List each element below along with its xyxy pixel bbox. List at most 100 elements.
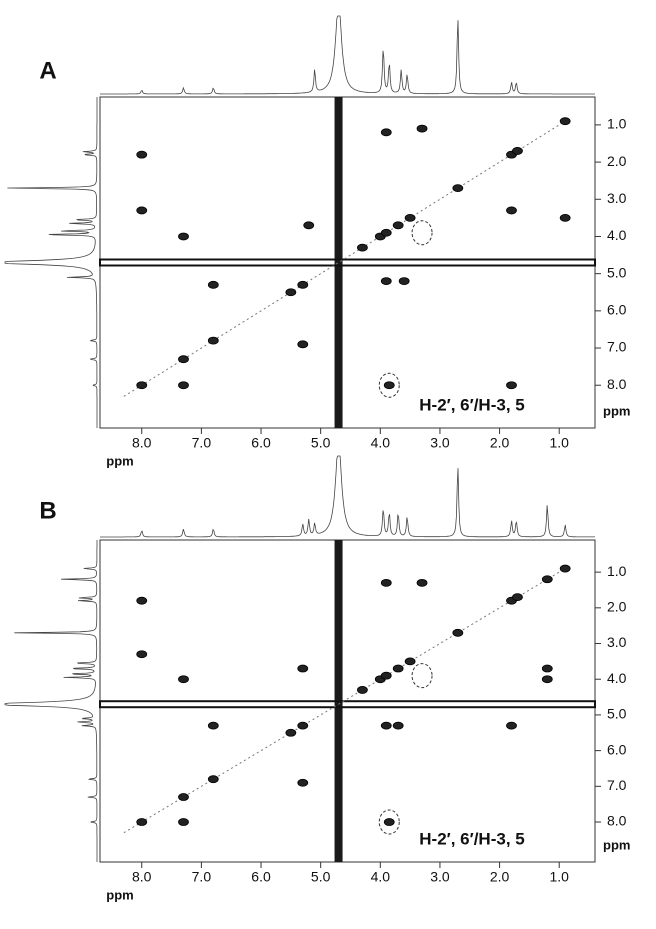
cross-peak: [178, 381, 189, 390]
highlight-circle: [411, 220, 433, 246]
cross-peak: [357, 243, 368, 252]
y-tick-label: 4.0: [607, 670, 627, 686]
cross-peak: [404, 657, 416, 666]
x-tick-label: 2.0: [490, 435, 510, 451]
cross-peak: [559, 213, 571, 222]
cross-peak: [506, 206, 517, 215]
cross-peak: [416, 124, 428, 133]
cross-peak: [380, 671, 392, 680]
plot-frame: [99, 96, 596, 429]
cross-peak: [541, 664, 553, 673]
x-tick-label: 1.0: [549, 869, 569, 885]
y-tick-label: 3.0: [607, 190, 627, 206]
y-tick-label: 7.0: [607, 777, 627, 793]
y-axis-label: ppm: [603, 403, 630, 418]
y-tick-label: 8.0: [607, 813, 627, 829]
cross-peak: [380, 721, 392, 730]
y-tick-label: 8.0: [607, 376, 627, 392]
annotation: H-2′, 6′/H-3, 5: [419, 395, 524, 414]
y-tick-label: 1.0: [607, 563, 627, 579]
cross-peak: [380, 277, 392, 285]
cross-peak: [297, 280, 309, 289]
annotation: H-2′, 6′/H-3, 5: [419, 829, 524, 848]
projection-top: [100, 15, 595, 95]
diagonal: [123, 118, 569, 397]
cross-peak: [541, 575, 553, 584]
cross-peak: [392, 721, 404, 730]
cross-peak: [207, 280, 219, 289]
x-tick-label: 6.0: [251, 869, 271, 885]
x-tick-label: 1.0: [549, 435, 569, 451]
cross-peak: [207, 721, 219, 730]
cross-peak: [541, 675, 553, 684]
cross-peak: [452, 184, 464, 193]
cross-peak: [136, 596, 148, 605]
y-tick-label: 6.0: [607, 302, 627, 318]
x-tick-label: 6.0: [251, 435, 271, 451]
x-tick-label: 7.0: [192, 869, 212, 885]
y-tick-label: 6.0: [607, 741, 627, 757]
y-tick-label: 5.0: [607, 264, 627, 280]
cross-peak: [207, 336, 219, 345]
cross-peak: [285, 288, 297, 297]
cross-peak: [303, 221, 315, 230]
cross-peak: [380, 128, 392, 137]
highlight-circle: [378, 809, 400, 835]
cross-peak: [398, 277, 410, 285]
projection-top: [100, 455, 595, 538]
cross-peak: [136, 818, 148, 826]
cross-peak: [512, 593, 523, 602]
x-axis-label: ppm: [106, 453, 133, 468]
x-tick-label: 8.0: [132, 435, 152, 451]
x-tick-label: 4.0: [371, 869, 391, 885]
y-axis-label: ppm: [603, 837, 630, 852]
solvent-stripe-h: [99, 258, 596, 267]
y-tick-label: 2.0: [607, 599, 627, 615]
cross-peak: [380, 228, 392, 237]
cross-peak: [452, 628, 464, 637]
cross-peak: [392, 221, 404, 230]
cross-peak: [559, 117, 571, 126]
cross-peak: [380, 578, 392, 587]
cross-peak: [512, 147, 523, 155]
solvent-stripe-v: [334, 97, 343, 428]
x-tick-label: 4.0: [371, 435, 391, 451]
solvent-stripe-h: [99, 700, 596, 709]
x-tick-label: 2.0: [490, 869, 510, 885]
cross-peak: [178, 355, 189, 364]
panel-label: B: [39, 497, 56, 524]
diagonal: [123, 566, 569, 834]
cross-peak: [297, 778, 309, 787]
cross-peak: [297, 664, 309, 673]
cross-peak: [136, 381, 148, 390]
x-tick-label: 8.0: [132, 869, 152, 885]
cross-peak: [383, 381, 395, 390]
y-tick-label: 7.0: [607, 339, 627, 355]
cross-peak: [357, 686, 368, 694]
x-tick-label: 7.0: [192, 435, 212, 451]
y-tick-label: 1.0: [607, 116, 627, 132]
cross-peak: [392, 664, 404, 673]
cross-peak: [136, 206, 148, 215]
x-tick-label: 5.0: [311, 435, 331, 451]
x-tick-label: 5.0: [311, 869, 331, 885]
cross-peak: [136, 650, 148, 659]
cross-peak: [416, 578, 428, 587]
x-tick-label: 3.0: [430, 435, 450, 451]
cross-peak: [178, 793, 189, 801]
cross-peak: [178, 675, 189, 684]
cross-peak: [178, 232, 189, 241]
cross-peak: [559, 564, 571, 573]
cross-peak: [297, 340, 309, 349]
cross-peak: [285, 728, 297, 737]
cross-peak: [506, 381, 517, 390]
cross-peak: [506, 721, 517, 730]
cross-peak: [136, 150, 148, 159]
highlight-circle: [411, 663, 433, 689]
x-axis-label: ppm: [106, 887, 133, 902]
x-tick-label: 3.0: [430, 869, 450, 885]
projection-left: [4, 540, 98, 862]
cross-peak: [178, 818, 189, 826]
panel-label: A: [39, 57, 56, 84]
